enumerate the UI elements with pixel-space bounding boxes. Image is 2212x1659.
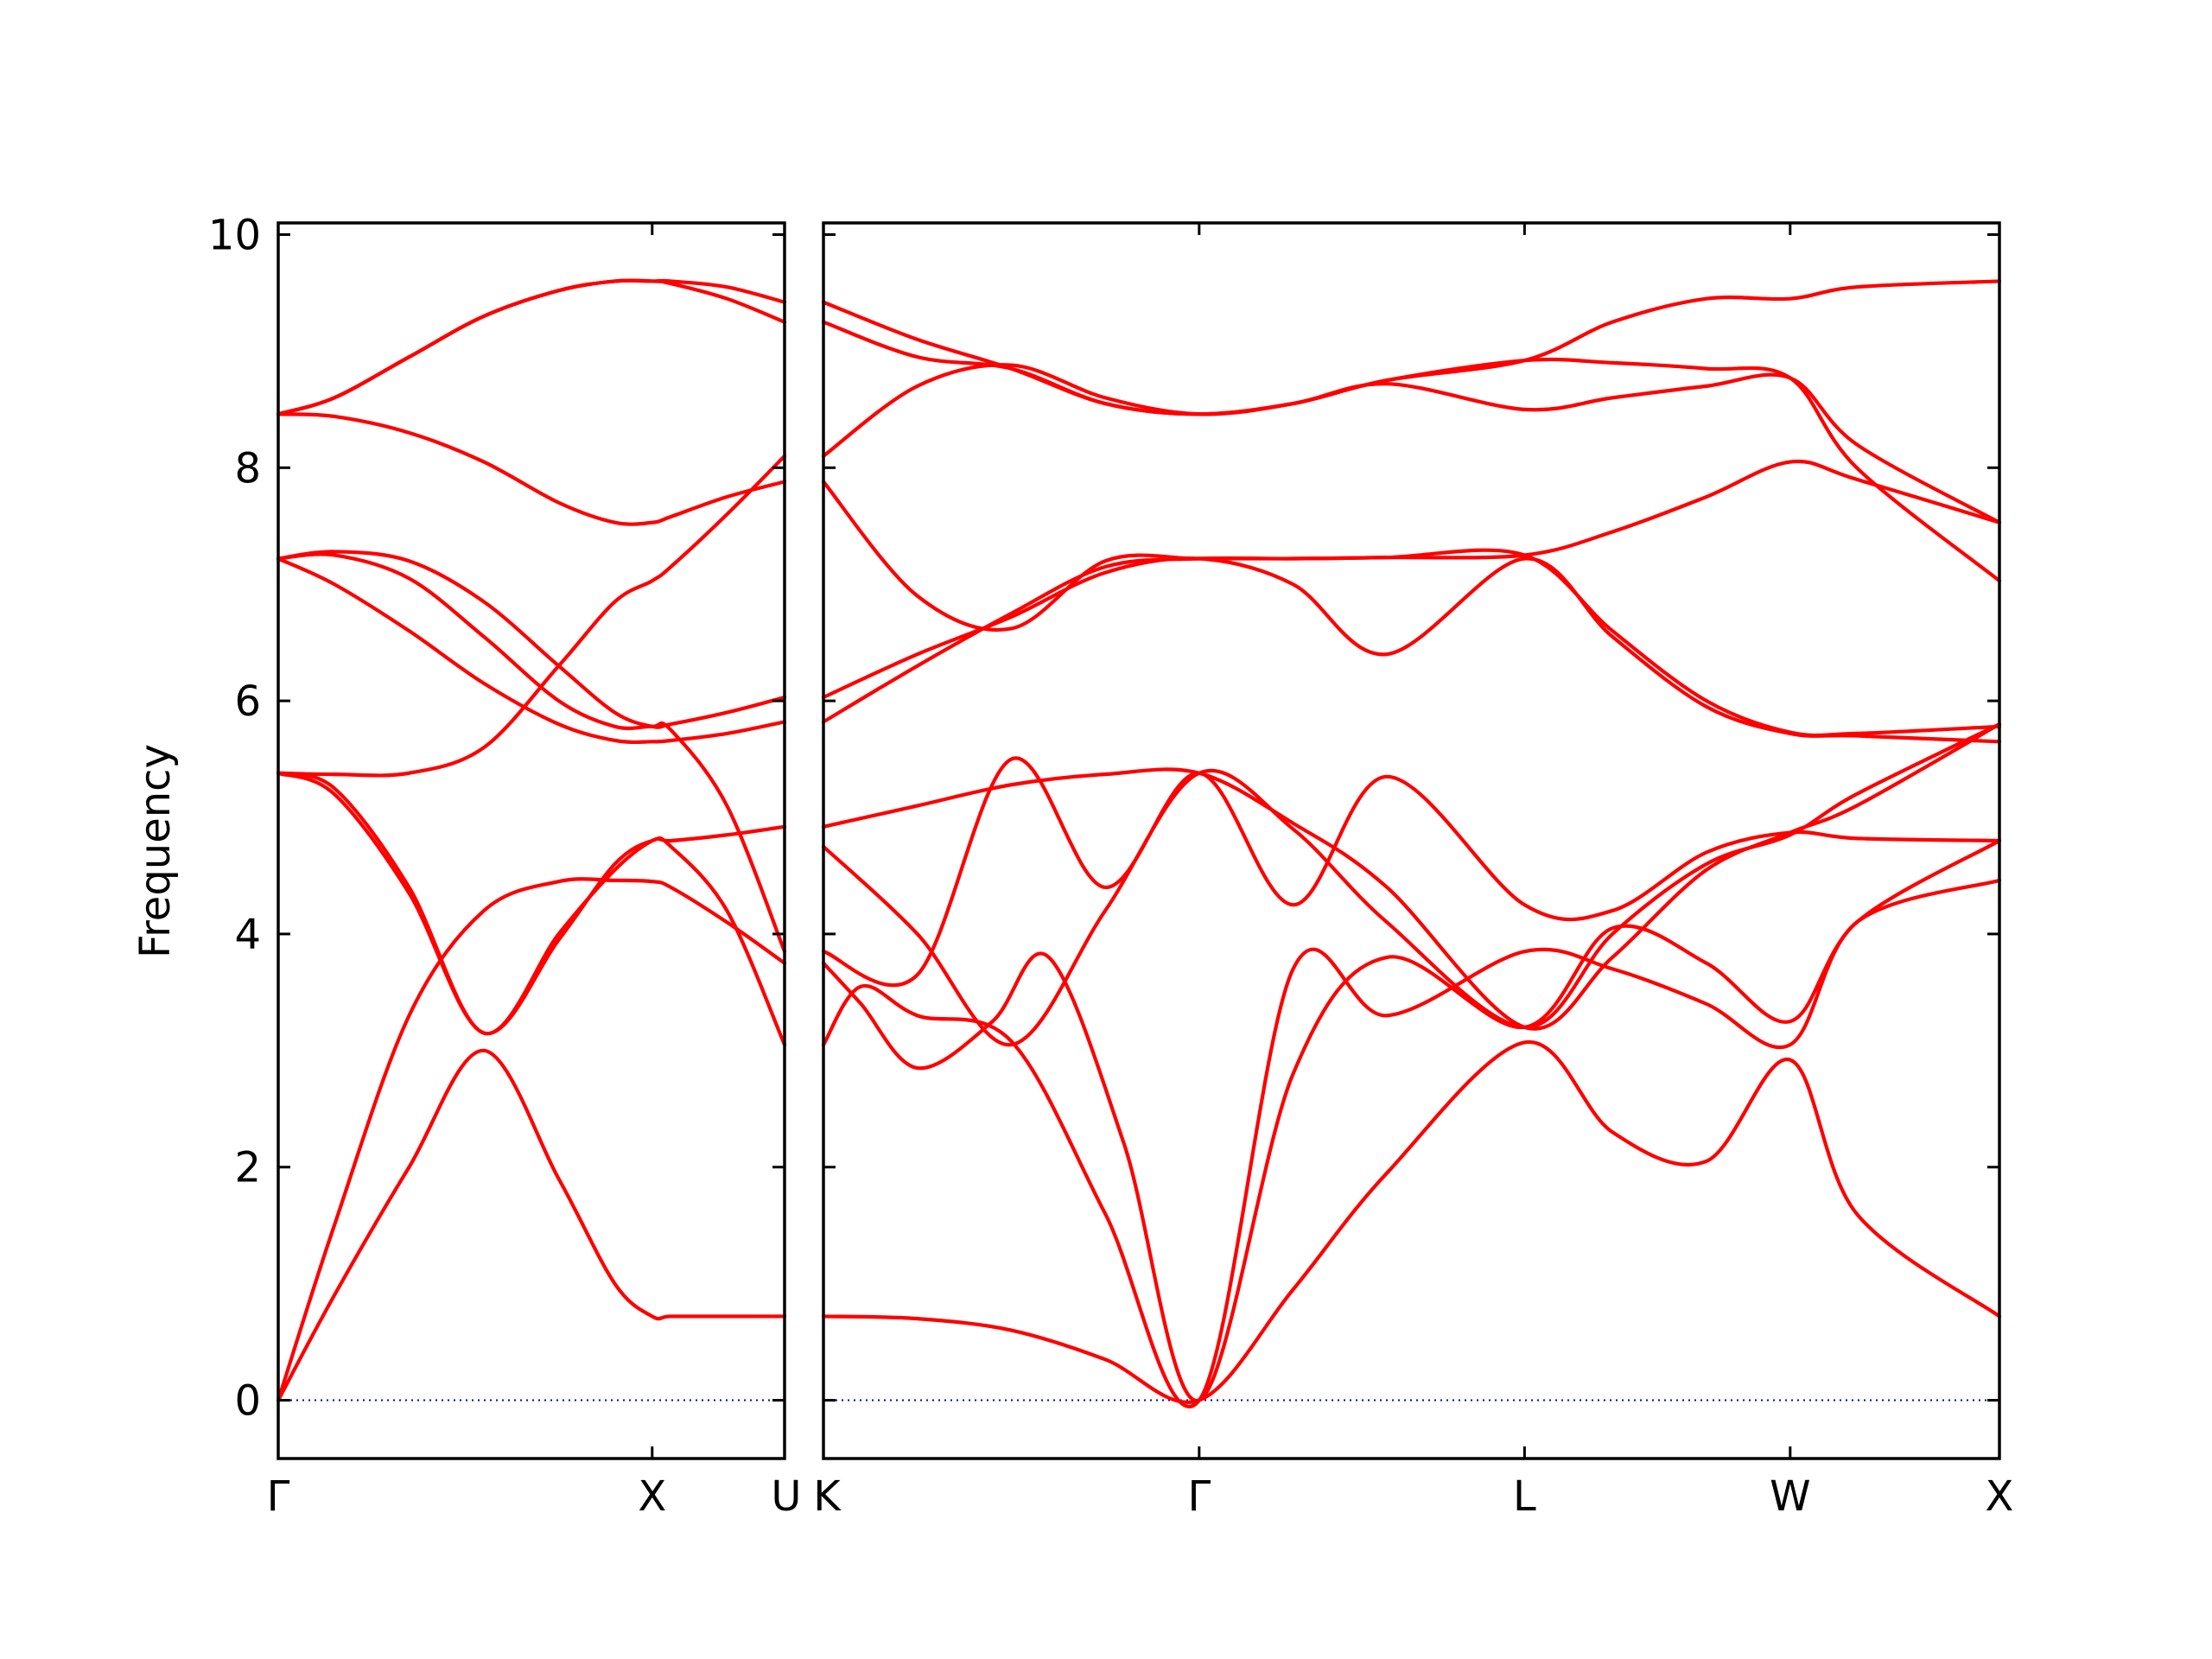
phonon-band-1 [276,1048,787,1402]
phonon-band-1 [821,1040,2002,1404]
phonon-band-10 [276,278,787,416]
phonon-band-4 [821,756,2002,988]
x-tick-label: L [1513,1472,1536,1521]
phonon-band-9 [821,459,2002,632]
phonon-band-9 [276,550,787,729]
phonon-band-6 [276,552,787,954]
phonon-band-3 [276,771,787,1036]
y-axis-label: Frequency [131,744,180,958]
y-tick-label: 0 [234,1377,261,1426]
phonon-band-10 [821,357,2002,583]
x-tick-label: Γ [1187,1472,1211,1521]
phonon-band-11 [276,278,787,416]
y-axis: 0 2 4 6 8 10 [208,211,261,1425]
y-tick-label: 10 [208,211,261,259]
phonon-band-5 [821,721,2002,1047]
x-tick-label: X [1986,1472,2014,1521]
phonon-band-8 [276,412,787,526]
phonon-band-5 [276,454,787,778]
phonon-band-4 [276,771,787,1047]
phonon-band-6 [821,721,2002,1031]
x-tick-label: W [1770,1472,1810,1521]
x-tick-label: X [638,1472,666,1521]
phonon-band-2 [276,877,787,1402]
x-tick-label: U [771,1472,801,1521]
x-tick-label: K [813,1472,842,1521]
y-tick-label: 2 [234,1144,261,1192]
y-tick-label: 4 [234,911,261,959]
phonon-band-7 [276,556,787,745]
phonon-band-8 [821,556,2002,744]
phonon-band-12 [821,279,2002,416]
y-tick-label: 8 [234,444,261,493]
plot-frame [276,221,786,1460]
phonon-band-3 [821,838,2002,1402]
x-tick-label: Γ [267,1472,290,1521]
phonon-band-2 [821,878,2002,1408]
y-tick-label: 6 [234,677,261,726]
plot-frame [822,221,2001,1460]
